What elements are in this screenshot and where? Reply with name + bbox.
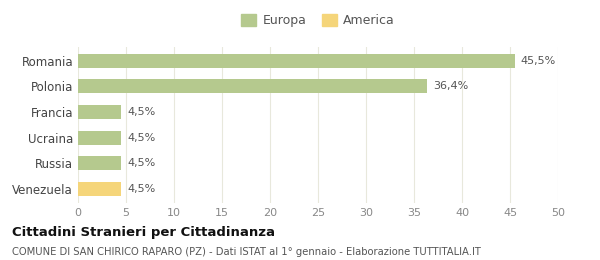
Text: Cittadini Stranieri per Cittadinanza: Cittadini Stranieri per Cittadinanza — [12, 226, 275, 239]
Legend: Europa, America: Europa, America — [236, 9, 400, 32]
Bar — [78, 156, 121, 170]
Text: 45,5%: 45,5% — [521, 56, 556, 66]
Text: 36,4%: 36,4% — [433, 81, 469, 92]
Bar — [78, 54, 515, 68]
Text: 4,5%: 4,5% — [127, 184, 155, 194]
Bar — [78, 131, 121, 145]
Bar — [78, 80, 427, 94]
Text: COMUNE DI SAN CHIRICO RAPARO (PZ) - Dati ISTAT al 1° gennaio - Elaborazione TUTT: COMUNE DI SAN CHIRICO RAPARO (PZ) - Dati… — [12, 247, 481, 257]
Bar — [78, 105, 121, 119]
Bar — [78, 182, 121, 196]
Text: 4,5%: 4,5% — [127, 158, 155, 168]
Text: 4,5%: 4,5% — [127, 133, 155, 142]
Text: 4,5%: 4,5% — [127, 107, 155, 117]
